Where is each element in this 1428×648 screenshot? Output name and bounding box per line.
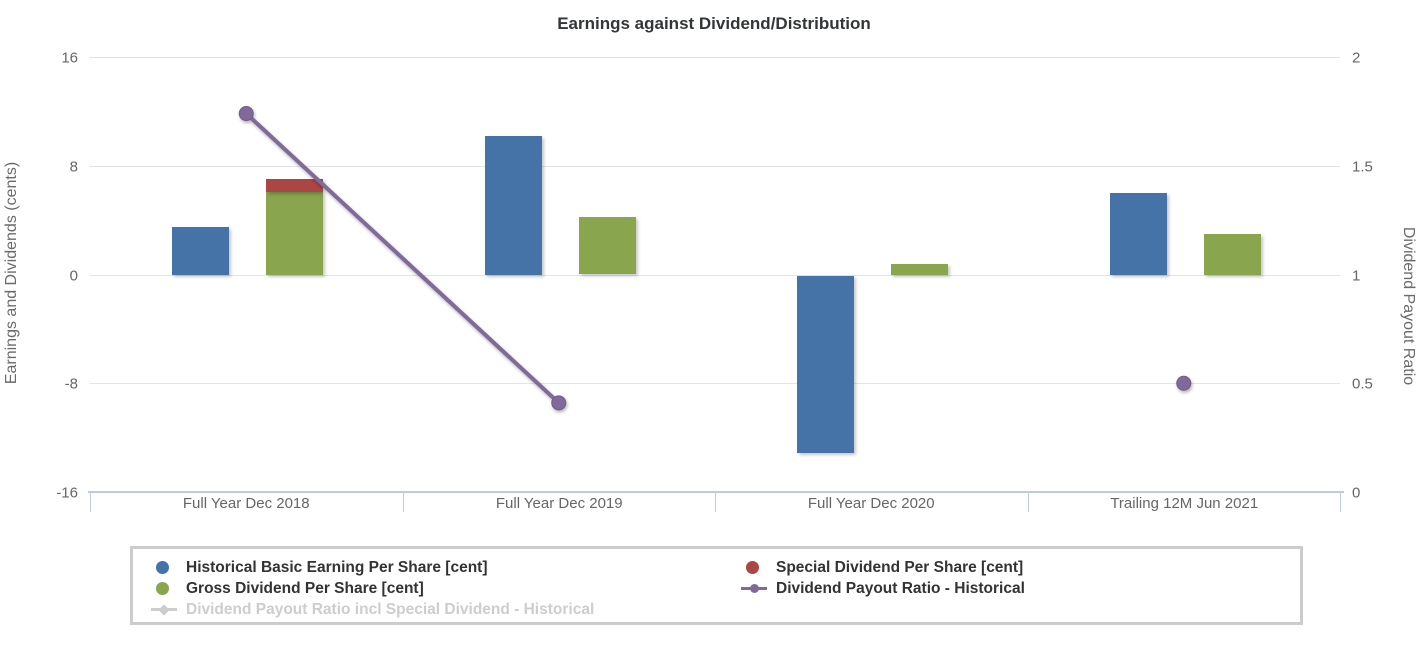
- bar-eps[interactable]: [172, 227, 230, 275]
- x-category-label: Full Year Dec 2020: [807, 495, 935, 512]
- legend-item-label: Dividend Payout Ratio - Historical: [776, 579, 1025, 597]
- x-category-label: Full Year Dec 2018: [182, 495, 310, 512]
- x-axis-tick: [1028, 492, 1029, 512]
- y-tick-label-right: 1: [1352, 267, 1361, 284]
- x-axis-line: [88, 491, 1344, 493]
- series-circle-icon: [151, 560, 177, 575]
- legend-item-label: Dividend Payout Ratio incl Special Divid…: [186, 600, 595, 618]
- y-tick-label-left: -8: [64, 375, 78, 393]
- y-tick-label-right: 0: [1352, 484, 1361, 502]
- bar-gross-dividend[interactable]: [578, 217, 636, 274]
- series-circle-icon: [741, 560, 767, 575]
- legend-item-label: Gross Dividend Per Share [cent]: [186, 579, 424, 597]
- x-category-label: Trailing 12M Jun 2021: [1110, 495, 1259, 512]
- line-circle-icon: [741, 581, 767, 596]
- bar-gross-dividend[interactable]: [1203, 234, 1261, 275]
- y-tick-label-left: 0: [69, 267, 78, 284]
- legend-item-label: Special Dividend Per Share [cent]: [776, 558, 1024, 576]
- legend-item[interactable]: Historical Basic Earning Per Share [cent…: [151, 557, 594, 578]
- y-tick-label-left: 8: [69, 158, 78, 176]
- legend-item[interactable]: Special Dividend Per Share [cent]: [741, 557, 1025, 578]
- legend-item-label: Historical Basic Earning Per Share [cent…: [186, 558, 488, 576]
- y-tick-label-right: 2: [1352, 49, 1361, 67]
- legend-item[interactable]: Dividend Payout Ratio incl Special Divid…: [151, 599, 594, 620]
- bar-special-dividend[interactable]: [266, 179, 324, 192]
- bar-gross-dividend[interactable]: [266, 192, 324, 275]
- x-category-label: Full Year Dec 2019: [495, 495, 623, 512]
- line-diamond-icon: [151, 602, 177, 617]
- legend-column-left: Historical Basic Earning Per Share [cent…: [151, 557, 594, 620]
- x-axis-tick: [90, 492, 91, 512]
- series-circle-icon: [151, 581, 177, 596]
- legend-item[interactable]: Dividend Payout Ratio - Historical: [741, 578, 1025, 599]
- bar-gross-dividend[interactable]: [891, 264, 949, 275]
- y-tick-label-right: 0.5: [1352, 375, 1373, 393]
- x-axis-tick: [1340, 492, 1341, 512]
- y-tick-label-left: -16: [56, 484, 78, 502]
- bar-eps[interactable]: [484, 136, 542, 275]
- bar-eps[interactable]: [1109, 193, 1167, 275]
- legend-item[interactable]: Gross Dividend Per Share [cent]: [151, 578, 594, 599]
- gridline-left--8: [90, 383, 1340, 384]
- legend-column-right: Special Dividend Per Share [cent] Dividen…: [741, 557, 1025, 599]
- x-axis-tick: [403, 492, 404, 512]
- chart-title: Earnings against Dividend/Distribution: [557, 14, 871, 33]
- y-tick-label-right: 1.5: [1352, 158, 1373, 176]
- gridline-left-0: [90, 275, 1340, 276]
- x-axis-tick: [715, 492, 716, 512]
- payout-ratio-marker[interactable]: [238, 106, 254, 122]
- y-tick-label-left: 16: [61, 49, 78, 67]
- gridline-left-8: [90, 166, 1340, 167]
- gridline-left-16: [90, 57, 1340, 58]
- right-axis-title: Dividend Payout Ratio: [1400, 226, 1417, 386]
- payout-ratio-marker[interactable]: [551, 395, 567, 411]
- bar-eps[interactable]: [797, 276, 855, 453]
- legend: Historical Basic Earning Per Share [cent…: [130, 546, 1303, 625]
